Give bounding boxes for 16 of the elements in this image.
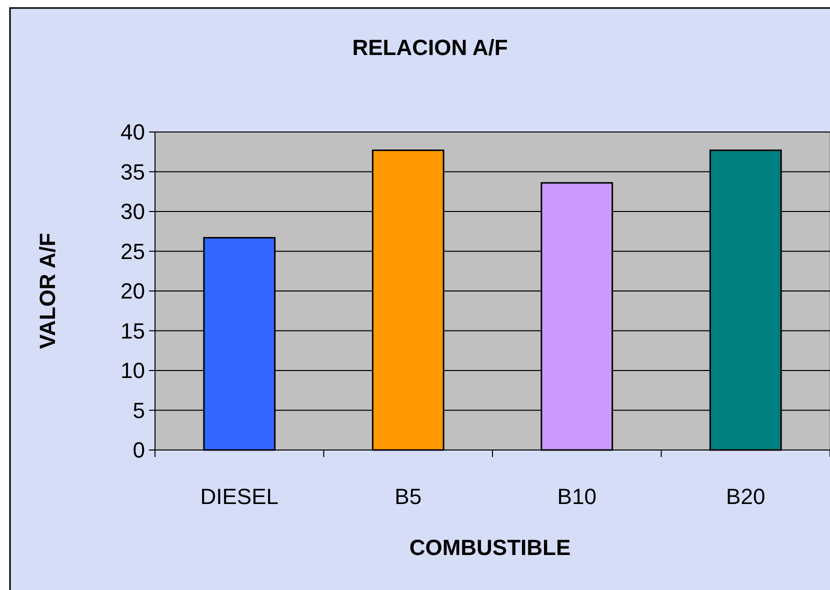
x-tick-label: DIESEL: [200, 484, 279, 509]
x-tick-label: B20: [726, 484, 766, 509]
y-tick-label: 30: [120, 199, 145, 224]
y-tick-label: 35: [120, 159, 145, 184]
y-tick-label: 0: [132, 438, 145, 463]
y-tick-label: 5: [132, 398, 145, 423]
chart-title: RELACION A/F: [352, 35, 508, 60]
y-tick-label: 25: [120, 238, 145, 264]
x-axis-title: COMBUSTIBLE: [409, 535, 571, 560]
x-tick-label: B5: [394, 484, 422, 509]
x-tick-label: B10: [557, 484, 596, 509]
y-tick-label: 20: [120, 278, 145, 304]
y-tick-label: 10: [120, 358, 145, 384]
y-axis-title: VALOR A/F: [35, 232, 60, 350]
y-tick-label: 15: [120, 318, 145, 344]
y-tick-label: 40: [120, 120, 145, 145]
